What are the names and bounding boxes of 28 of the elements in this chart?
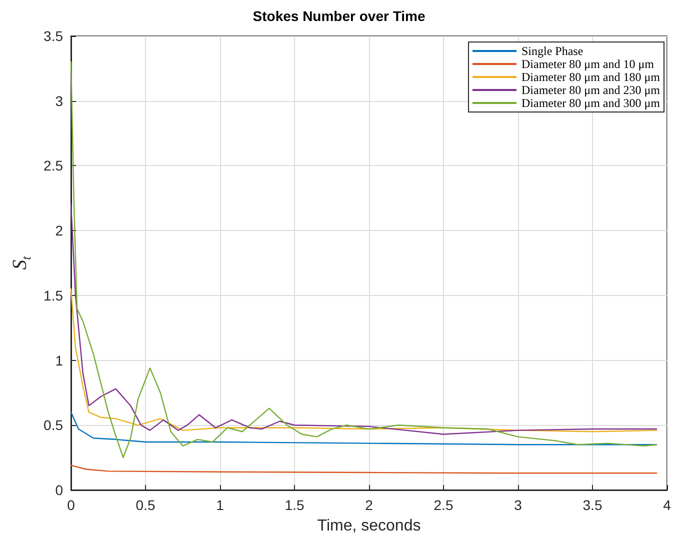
x-tick-label: 1.5 (284, 497, 304, 513)
x-tick-label: 2.5 (434, 497, 454, 513)
legend-label: Diameter 80 μm and 10 μm (521, 57, 655, 71)
y-tick-label: 1.5 (44, 287, 64, 304)
x-tick-label: 3.5 (582, 497, 602, 513)
x-tick-label: 1 (216, 497, 224, 513)
y-tick-label: 3.5 (44, 28, 64, 44)
x-tick-label: 0 (67, 497, 76, 513)
y-tick-label: 2 (55, 222, 64, 239)
x-tick-label: 0.5 (136, 497, 156, 513)
x-tick-label: 2 (365, 497, 374, 513)
y-tick-label: 2.5 (44, 158, 64, 174)
legend-label: Diameter 80 μm and 180 μm (521, 70, 661, 84)
chart-title: Stokes Number over Time (252, 8, 426, 24)
y-tick-label: 0.5 (44, 417, 64, 434)
line-series (70, 204, 658, 435)
legend-label: Diameter 80 μm and 230 μm (521, 83, 661, 97)
x-tick-label: 3 (514, 497, 522, 513)
y-axis-title: St (9, 256, 34, 270)
y-tick-label: 3 (55, 92, 64, 109)
line-series (70, 464, 658, 474)
y-tick-label: 0 (55, 482, 64, 498)
line-series (70, 288, 658, 432)
legend-label: Diameter 80 μm and 300 μm (521, 96, 661, 110)
x-tick-label: 4 (663, 497, 672, 513)
y-tick-label: 1 (55, 352, 64, 368)
legend-label: Single Phase (521, 44, 584, 58)
x-axis-title: Time, seconds (317, 518, 421, 534)
